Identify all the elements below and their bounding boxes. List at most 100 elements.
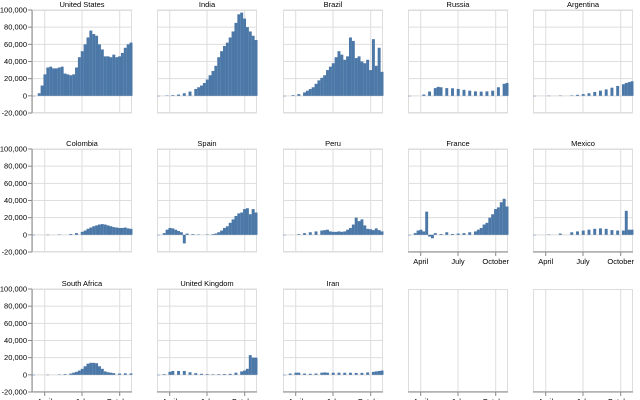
bar — [354, 217, 358, 235]
bar — [598, 90, 602, 96]
bar — [240, 371, 244, 375]
bar — [188, 91, 192, 96]
x-tick-label: July — [576, 397, 590, 400]
bar — [234, 372, 238, 375]
panel-title: Peru — [325, 139, 341, 148]
bar — [89, 362, 93, 375]
bar — [558, 233, 562, 235]
bar — [97, 366, 101, 375]
bar — [314, 373, 318, 375]
bar — [225, 42, 229, 96]
x-tick-label: April — [37, 397, 52, 400]
bar — [217, 232, 221, 235]
bar — [377, 47, 381, 96]
bar — [323, 372, 327, 375]
bar — [604, 228, 608, 235]
y-tick-label: -20,000 — [2, 248, 27, 257]
bar — [66, 74, 70, 96]
bar — [587, 229, 591, 235]
bar — [214, 233, 218, 235]
bar — [311, 87, 315, 96]
bar — [103, 56, 107, 96]
bar — [243, 370, 247, 375]
bar — [576, 231, 579, 235]
bar — [320, 372, 324, 375]
bar — [211, 234, 215, 235]
bar — [374, 371, 378, 375]
bar — [222, 374, 226, 375]
bar — [323, 75, 327, 96]
bar — [425, 211, 429, 235]
x-tick-label: April — [538, 397, 553, 400]
bar — [366, 228, 370, 235]
bar — [77, 57, 81, 96]
bar — [462, 233, 466, 235]
bar — [337, 372, 341, 375]
panel-title: Russia — [447, 0, 471, 9]
bar — [630, 229, 634, 235]
bar — [488, 217, 492, 235]
chart-panel: Argentina — [533, 0, 634, 114]
bar — [479, 91, 483, 96]
bar — [340, 54, 344, 96]
bar — [109, 372, 113, 375]
x-tick-label: October — [357, 397, 384, 400]
bar — [123, 373, 127, 375]
bar — [182, 370, 186, 375]
y-tick-label: 80,000 — [4, 162, 27, 171]
bar — [251, 209, 255, 235]
bar — [624, 82, 628, 96]
bar — [112, 54, 116, 96]
bar — [305, 90, 309, 96]
bar — [197, 87, 201, 96]
bar — [69, 233, 73, 235]
bar — [69, 373, 73, 375]
y-tick-label: 100,000 — [0, 6, 27, 15]
bar — [328, 231, 332, 235]
bar — [118, 373, 122, 375]
bar — [243, 18, 247, 96]
bar — [80, 231, 84, 235]
y-tick-label: 0 — [23, 230, 27, 239]
y-tick-label: 40,000 — [4, 196, 27, 205]
bar — [377, 370, 381, 375]
bar — [100, 224, 104, 235]
chart-panel: Iran April July October — [283, 279, 385, 400]
plot-frame — [157, 149, 257, 252]
bar — [433, 88, 437, 96]
bar — [294, 372, 298, 375]
bar — [162, 233, 166, 235]
bar — [348, 372, 352, 375]
bar — [251, 357, 255, 375]
bar — [97, 44, 101, 96]
bar — [430, 234, 434, 239]
bar — [182, 234, 186, 244]
bar — [297, 94, 301, 96]
bar — [505, 206, 509, 235]
bar — [126, 228, 130, 235]
panel-title: India — [199, 0, 216, 9]
bar — [179, 232, 183, 235]
bar — [576, 94, 579, 96]
bar — [334, 57, 338, 96]
bar — [106, 372, 110, 375]
y-tick-label: 0 — [23, 370, 27, 379]
chart-panel: South Africa 100,000 80,000 60,000 40,000 20,… — [0, 279, 134, 400]
bar — [331, 231, 335, 235]
bar — [320, 77, 324, 96]
bar — [485, 222, 489, 235]
bar — [366, 59, 370, 96]
bar — [231, 31, 235, 96]
bar — [86, 37, 90, 96]
bar — [428, 91, 432, 96]
panel-title: South Africa — [62, 279, 103, 288]
bar — [369, 229, 373, 235]
bar — [217, 374, 221, 375]
bar — [593, 91, 597, 96]
chart-panel: Brazil — [283, 0, 384, 114]
bar — [222, 46, 226, 96]
plot-frame — [283, 10, 383, 113]
bar — [191, 234, 195, 235]
bar — [371, 39, 375, 96]
bar — [40, 85, 44, 96]
